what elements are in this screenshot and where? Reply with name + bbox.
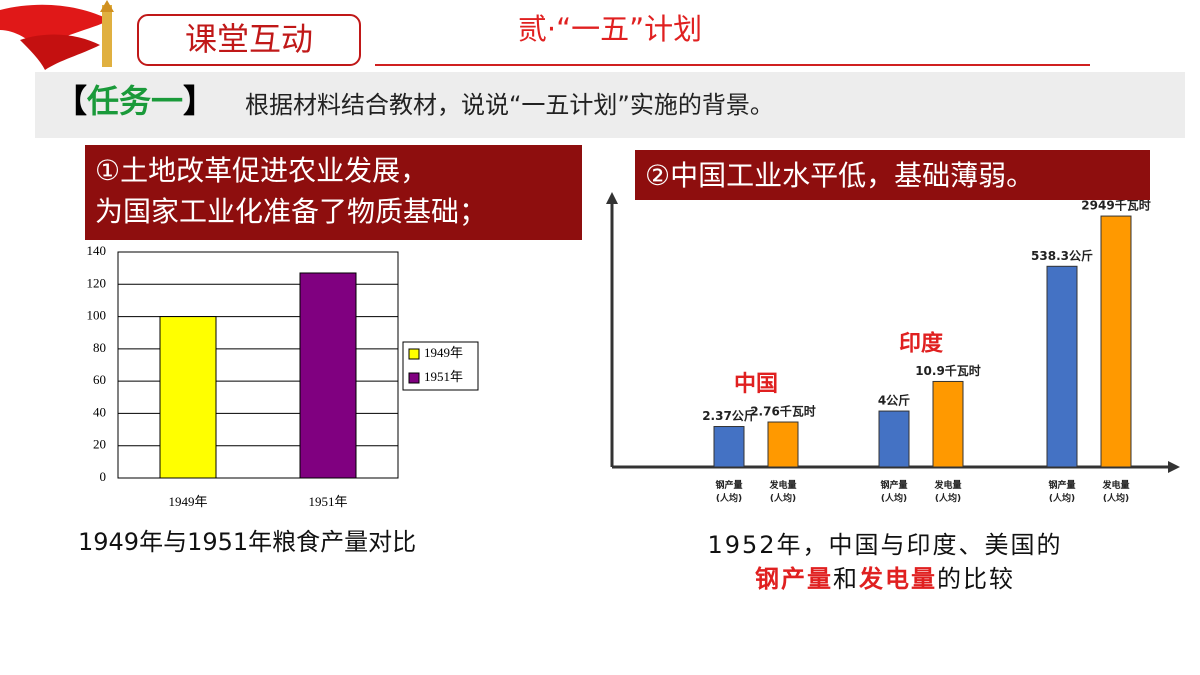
bar [767,421,799,468]
bracket: 】 [183,82,215,120]
y-tick-label: 60 [93,372,106,387]
y-tick-label: 140 [87,243,107,258]
badge: 课堂互动 [185,20,313,58]
bar [299,272,357,479]
value-label: 4公斤 [878,393,910,408]
task-band [35,72,1185,138]
legend-label: 1951年 [424,369,463,384]
value-label: 10.9千瓦时 [915,363,981,378]
axis-arrow [1168,461,1180,473]
bar [1100,215,1132,468]
task-label: 任务一 [87,82,183,120]
y-tick-label: 20 [93,437,106,452]
point-line: ②中国工业水平低，基础薄弱。 [645,159,1034,192]
chart-caption: 钢产量和发电量的比较 [755,565,1015,593]
chart-caption: 1952年，中国与印度、美国的 [707,531,1062,559]
y-tick-label: 0 [100,469,107,484]
x-tick-label: 1949年 [168,494,207,509]
value-label: 2.76千瓦时 [750,404,816,419]
task-text: 根据材料结合教材，说说“一五计划”实施的背景。 [245,91,774,119]
bar [159,316,217,479]
point-line: 为国家工业化准备了物质基础； [95,195,487,228]
group-label: 印度 [899,330,944,356]
series-label: 发电量(人均) [769,481,797,504]
point-box [85,145,582,240]
caption-part: 钢产量 [755,565,833,593]
value-label: 2949千瓦时 [1081,198,1150,213]
chart-caption: 1949年与1951年粮食产量对比 [78,528,416,556]
y-tick-label: 40 [93,404,106,419]
bar [1046,265,1078,468]
value-label: 2.37公斤 [702,408,756,423]
caption-part: 发电量 [858,565,937,593]
point-line: ①土地改革促进农业发展， [95,154,428,187]
bar [932,380,964,468]
series-label: 钢产量(人均) [715,481,743,504]
series-label: 发电量(人均) [1102,481,1130,504]
grain-chart: 0 20 40 60 80 100 120 140 1949年 1951年 1949年 1951年 19… [78,243,479,556]
caption-part: 和 [833,565,859,593]
badge-box [137,14,361,66]
legend-swatch [408,348,420,360]
y-tick-label: 120 [87,275,107,290]
legend-label: 1949年 [424,345,463,360]
axis-arrow [606,192,618,204]
point-box [635,150,1150,200]
y-tick-label: 80 [93,340,106,355]
bracket: 【 [55,82,87,120]
flag-decoration [0,0,114,70]
caption-part: 的比较 [937,565,1015,593]
series-label: 发电量(人均) [934,481,962,504]
x-tick-label: 1951年 [308,494,347,509]
group-label: 中国 [734,371,778,397]
task-heading: 【任务一】 [55,82,215,120]
series-label: 钢产量(人均) [1048,481,1076,504]
y-tick-label: 100 [87,308,107,323]
legend-swatch [408,372,420,384]
bar [878,410,910,468]
section-title: 贰·“一五”计划 [518,12,702,46]
bar [713,426,745,468]
value-label: 538.3公斤 [1031,248,1093,263]
series-label: 钢产量(人均) [880,481,908,504]
